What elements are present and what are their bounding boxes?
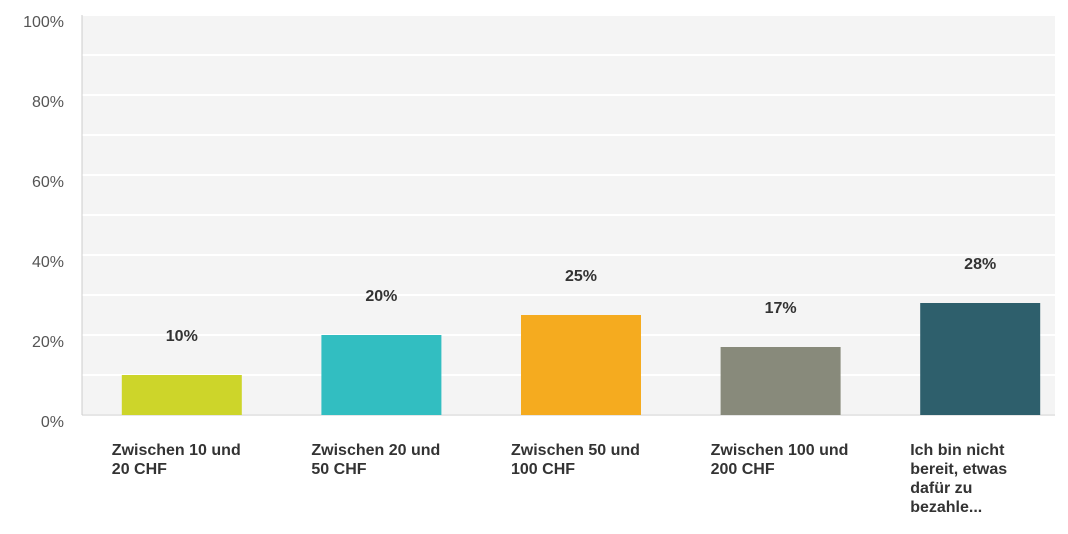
y-tick-label: 20% xyxy=(32,334,64,351)
x-tick-label: Zwischen 50 und 100 CHF xyxy=(511,442,640,478)
bar xyxy=(920,303,1041,415)
x-tick-label: Zwischen 10 und 20 CHF xyxy=(111,442,241,478)
bar xyxy=(321,335,442,415)
y-tick-label: 40% xyxy=(32,254,64,271)
data-label: 20% xyxy=(365,288,397,305)
y-tick-label: 80% xyxy=(32,94,64,111)
bar xyxy=(121,375,242,415)
x-tick-label: Zwischen 20 und 50 CHF xyxy=(311,442,441,478)
y-tick-label: 0% xyxy=(41,414,64,431)
bar xyxy=(720,347,841,415)
x-tick-label: Zwischen 100 und 200 CHF xyxy=(710,442,849,478)
data-label: 25% xyxy=(565,268,597,285)
data-label: 17% xyxy=(765,300,797,317)
bar xyxy=(521,315,641,415)
y-tick-label: 100% xyxy=(23,14,64,31)
y-tick-label: 60% xyxy=(32,174,64,191)
data-label: 10% xyxy=(166,328,198,345)
data-label: 28% xyxy=(964,256,996,273)
x-tick-label: Ich bin nicht bereit, etwas dafür zu bez… xyxy=(910,442,1008,516)
